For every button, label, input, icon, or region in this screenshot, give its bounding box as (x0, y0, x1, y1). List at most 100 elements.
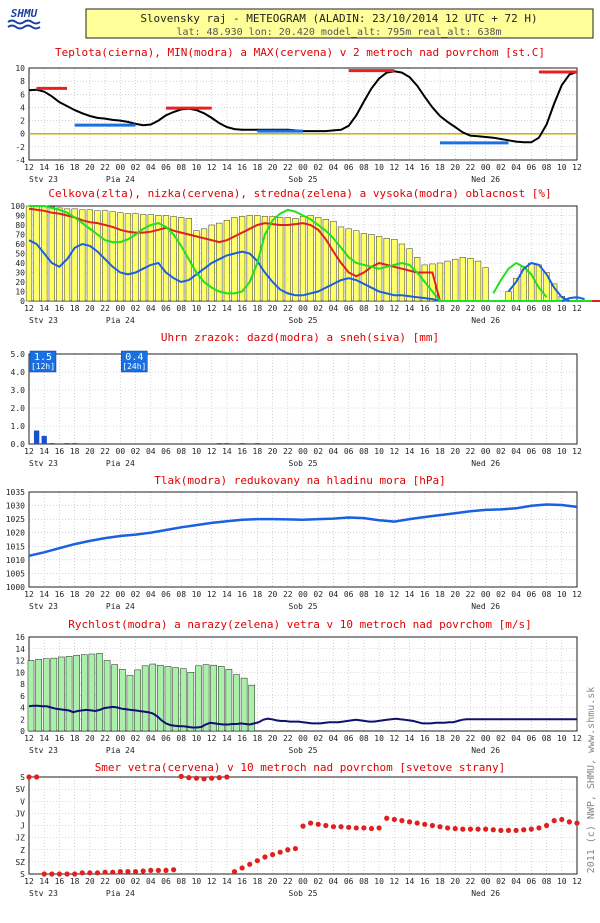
gust-bar (164, 666, 172, 732)
x-day-label: Pia 24 (106, 459, 135, 468)
x-hour-label: 02 (313, 734, 323, 743)
y-tick-label: 100 (11, 202, 26, 211)
wind-direction-point (361, 825, 367, 831)
x-hour-label: 12 (24, 304, 34, 313)
total-cloud-bar (467, 258, 474, 302)
wind-direction-point (566, 819, 572, 825)
x-hour-label: 04 (146, 447, 156, 456)
x-hour-label: 22 (100, 447, 110, 456)
x-hour-label: 02 (131, 304, 141, 313)
wind-direction-point (353, 825, 359, 831)
x-hour-label: 10 (192, 590, 202, 599)
x-hour-label: 12 (390, 734, 400, 743)
y-tick-label: 5.0 (11, 350, 26, 359)
x-hour-label: 14 (405, 304, 415, 313)
x-hour-label: 08 (359, 163, 369, 172)
y-tick-label: 1035 (6, 488, 25, 497)
gust-bar (202, 664, 210, 732)
x-hour-label: 12 (390, 304, 400, 313)
x-hour-label: 14 (39, 590, 49, 599)
total-cloud-bar (71, 208, 78, 302)
x-hour-label: 12 (572, 734, 582, 743)
x-hour-label: 04 (329, 163, 339, 172)
panel-title: Smer vetra(cervena) v 10 metroch nad pov… (95, 761, 506, 774)
gust-bar (225, 669, 233, 732)
gust-bar (149, 663, 157, 732)
gust-bar (134, 669, 141, 732)
x-hour-label: 20 (450, 877, 460, 886)
x-hour-label: 20 (85, 163, 95, 172)
plot-frame (28, 353, 578, 445)
high-cloud-line (28, 239, 441, 302)
x-hour-label: 16 (420, 877, 430, 886)
y-tick-label: -2 (15, 143, 25, 152)
y-tick-label: 80 (15, 221, 25, 230)
y-tick-label: 70 (15, 231, 25, 240)
x-hour-label: 14 (39, 877, 49, 886)
x-hour-label: 18 (70, 877, 80, 886)
total-cloud-bar (360, 233, 367, 302)
y-tick-label: 1020 (6, 529, 25, 538)
y-tick-label: 50 (15, 250, 25, 259)
wind-speed-line (28, 704, 577, 729)
x-day-label: Sob 25 (289, 316, 318, 325)
x-hour-label: 10 (557, 447, 567, 456)
x-hour-label: 08 (176, 877, 186, 886)
x-day-label: Sob 25 (289, 459, 318, 468)
x-hour-label: 06 (161, 447, 171, 456)
x-hour-label: 06 (344, 304, 354, 313)
wind-direction-point (132, 868, 139, 875)
gust-bar (195, 665, 202, 732)
x-hour-label: 18 (435, 734, 445, 743)
gust-bar (27, 660, 35, 732)
x-hour-label: 12 (572, 590, 582, 599)
wind-direction-point (277, 849, 283, 855)
x-hour-label: 16 (420, 163, 430, 172)
x-hour-label: 02 (313, 590, 323, 599)
x-hour-label: 08 (542, 163, 552, 172)
y-tick-label: 2.0 (11, 404, 26, 413)
gust-bar (73, 654, 80, 732)
x-hour-label: 12 (390, 877, 400, 886)
x-hour-label: 06 (161, 590, 171, 599)
x-day-label: Sob 25 (289, 889, 318, 898)
x-hour-label: 10 (557, 877, 567, 886)
x-hour-label: 04 (146, 590, 156, 599)
x-hour-label: 04 (146, 734, 156, 743)
x-hour-label: 18 (253, 734, 263, 743)
total-cloud-bar (25, 205, 33, 302)
x-hour-label: 02 (131, 163, 141, 172)
wind-direction-point (308, 820, 314, 826)
x-hour-label: 16 (420, 590, 430, 599)
total-cloud-bar (162, 215, 170, 302)
total-cloud-bar (452, 258, 459, 302)
wind-direction-point (513, 827, 519, 833)
gust-bar (187, 672, 195, 732)
x-hour-label: 20 (85, 877, 95, 886)
wind-direction-point (422, 821, 428, 827)
wind-direction-point (254, 858, 260, 864)
y-tick-label: 6 (20, 692, 25, 701)
total-cloud-bar (353, 230, 360, 302)
high-cloud-line-tail (561, 296, 585, 302)
wind-direction-point (490, 827, 496, 833)
wind-direction-point (102, 869, 108, 875)
wind-direction-point (209, 775, 215, 781)
gust-bar (119, 669, 126, 732)
x-hour-label: 00 (116, 734, 126, 743)
x-hour-label: 12 (24, 877, 34, 886)
total-cloud-bar (216, 222, 223, 302)
x-hour-label: 08 (176, 163, 186, 172)
x-hour-label: 06 (344, 590, 354, 599)
wind-direction-point (505, 827, 512, 833)
x-hour-label: 20 (450, 447, 460, 456)
x-hour-label: 12 (207, 590, 217, 599)
total-cloud-bar (200, 228, 208, 302)
x-hour-label: 22 (283, 734, 293, 743)
gust-bar (58, 656, 65, 732)
wind-direction-point (414, 820, 420, 826)
x-hour-label: 18 (70, 447, 80, 456)
x-hour-label: 10 (557, 304, 567, 313)
y-category-label: SZ (15, 858, 25, 867)
